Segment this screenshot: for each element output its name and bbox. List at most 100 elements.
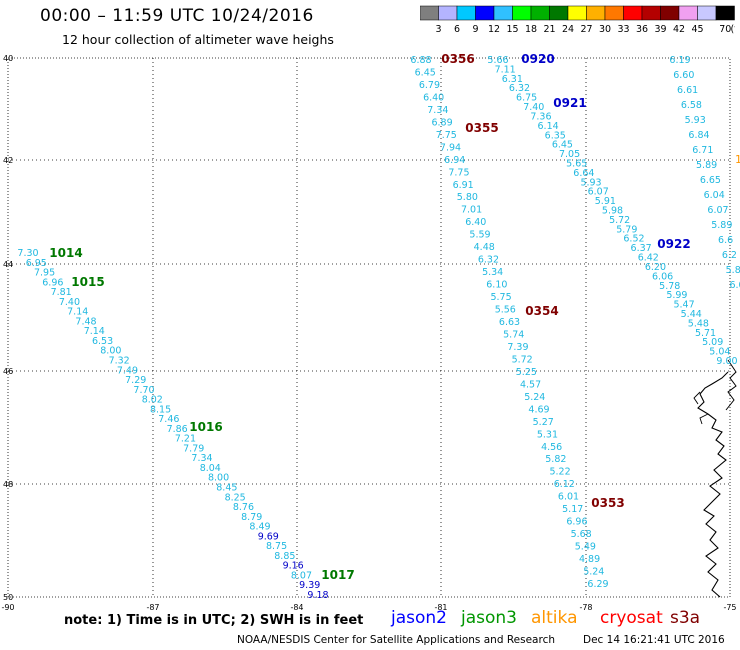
wave-height-value: 9.00 bbox=[716, 356, 737, 367]
wave-height-value: 8.04 bbox=[200, 463, 221, 474]
wave-height-value: 5.99 bbox=[666, 290, 687, 301]
wave-height-value: 5.89 bbox=[696, 160, 717, 171]
wave-height-value: 5.74 bbox=[503, 329, 524, 340]
legend-sat-cryosat: cryosat bbox=[600, 608, 663, 628]
colorbar-label: 45 bbox=[691, 24, 703, 35]
wave-height-value: 8.85 bbox=[274, 551, 295, 562]
wave-height-value: 6.96 bbox=[566, 517, 587, 528]
wave-height-value: 6.42 bbox=[638, 253, 659, 264]
lon-label: -87 bbox=[146, 603, 159, 610]
lon-label: -90 bbox=[1, 603, 14, 610]
wave-height-value: 7.46 bbox=[158, 414, 179, 425]
wave-height-value: 7.94 bbox=[440, 142, 461, 153]
colorbar-label: 27 bbox=[580, 24, 592, 35]
wave-height-value: 6.04 bbox=[704, 190, 725, 201]
wave-height-value: 6.10 bbox=[486, 280, 507, 291]
wave-height-value: 6.0 bbox=[729, 280, 740, 291]
legend-sat-jason3: jason3 bbox=[461, 608, 517, 628]
colorbar-label: 39 bbox=[654, 24, 666, 35]
pass-time-label: 0354 bbox=[525, 304, 558, 318]
wave-height-value: 6.79 bbox=[419, 80, 440, 91]
wave-height-value: 6.12 bbox=[554, 479, 575, 490]
lat-label: 50 bbox=[3, 593, 13, 602]
wave-height-value: 6.45 bbox=[415, 67, 436, 78]
wave-height-value: 7.34 bbox=[191, 453, 212, 464]
wave-height-value: 4.48 bbox=[474, 242, 495, 253]
wave-height-value: 7.01 bbox=[461, 205, 482, 216]
wave-height-value: 8.45 bbox=[216, 483, 237, 494]
wave-height-value: 5.82 bbox=[545, 454, 566, 465]
wave-height-value: 6.58 bbox=[681, 100, 702, 111]
wave-height-value: 6.07 bbox=[588, 187, 609, 198]
wave-height-value: 7.75 bbox=[436, 130, 457, 141]
lon-label: -84 bbox=[290, 603, 303, 610]
wave-height-value: 4.57 bbox=[520, 379, 541, 390]
map-frame bbox=[7, 57, 731, 598]
pass-time-label: 1016 bbox=[189, 420, 222, 434]
wave-height-value: 6.84 bbox=[688, 130, 709, 141]
pass-time-label: 0921 bbox=[553, 96, 586, 110]
pass-time-label: 0356 bbox=[441, 52, 474, 66]
wave-height-value: 6.35 bbox=[545, 130, 566, 141]
wave-height-value: 6.75 bbox=[516, 93, 537, 104]
wave-height-value: 6.40 bbox=[465, 217, 486, 228]
wave-height-value: 5.27 bbox=[533, 417, 554, 428]
wave-height-value: 6.37 bbox=[631, 243, 652, 254]
wave-height-value: 6.63 bbox=[499, 317, 520, 328]
wave-height-value: 5.80 bbox=[457, 192, 478, 203]
wave-height-value: 4.89 bbox=[579, 554, 600, 565]
wave-height-value: 6.32 bbox=[478, 255, 499, 266]
wave-height-value: 6.96 bbox=[42, 277, 63, 288]
wave-height-value: 6.61 bbox=[677, 85, 698, 96]
pass-time-label: 1015 bbox=[71, 275, 104, 289]
pass-time-label: 0353 bbox=[591, 496, 624, 510]
coastline bbox=[725, 359, 737, 411]
wave-height-value: 9.16 bbox=[283, 561, 304, 572]
partial-label: 1 bbox=[735, 153, 740, 166]
wave-height-value: 6.52 bbox=[623, 234, 644, 245]
wave-height-value: 6.45 bbox=[552, 140, 573, 151]
wave-height-value: 4.69 bbox=[528, 404, 549, 415]
wave-height-value: 8.75 bbox=[266, 541, 287, 552]
wave-height-value: 5.49 bbox=[575, 542, 596, 553]
wave-height-value: 6.6 bbox=[718, 235, 733, 246]
wave-height-value: 5.25 bbox=[516, 367, 537, 378]
wave-height-value: 6.89 bbox=[431, 117, 452, 128]
pass-time-label: 1014 bbox=[49, 246, 82, 260]
wave-height-value: 8.49 bbox=[249, 522, 270, 533]
map-title: 00:00 – 11:59 UTC 10/24/2016 bbox=[40, 6, 314, 26]
wave-height-value: 4.56 bbox=[541, 442, 562, 453]
wave-height-value: 8.02 bbox=[142, 395, 163, 406]
lat-label: 44 bbox=[3, 260, 13, 269]
wave-height-value: 5.89 bbox=[711, 220, 732, 231]
colorbar-label: 24 bbox=[562, 24, 574, 35]
wave-height-value: 5.93 bbox=[580, 177, 601, 188]
wave-height-value: 6.88 bbox=[410, 55, 431, 66]
wave-height-value: 9.69 bbox=[258, 531, 279, 542]
lat-label: 46 bbox=[3, 367, 13, 376]
wave-height-value: 7.21 bbox=[175, 434, 196, 445]
lat-label: 40 bbox=[3, 54, 13, 63]
wave-height-value: 9.18 bbox=[307, 590, 328, 601]
wave-height-value: 6.94 bbox=[444, 155, 465, 166]
colorbar-label: 9 bbox=[472, 24, 478, 35]
wave-height-value: 5.56 bbox=[495, 305, 516, 316]
wave-height-value: 5.59 bbox=[469, 230, 490, 241]
wave-height-value: 5.71 bbox=[695, 328, 716, 339]
wave-height-value: 6.40 bbox=[423, 92, 444, 103]
coastline bbox=[697, 371, 729, 598]
wave-height-value: 7.79 bbox=[183, 443, 204, 454]
wave-height-value: 6.14 bbox=[538, 121, 559, 132]
wave-height-value: 7.05 bbox=[559, 149, 580, 160]
colorbar-label: 30 bbox=[599, 24, 611, 35]
colorbar-label: 18 bbox=[525, 24, 537, 35]
wave-height-value: 7.39 bbox=[507, 342, 528, 353]
wave-height-value: 6.20 bbox=[645, 262, 666, 273]
wave-height-value: 7.29 bbox=[125, 375, 146, 386]
wave-height-value: 7.75 bbox=[448, 167, 469, 178]
wave-height-value: 8.00 bbox=[100, 346, 121, 357]
wave-height-value: 8.15 bbox=[150, 404, 171, 415]
wave-height-value: 5.34 bbox=[482, 267, 503, 278]
